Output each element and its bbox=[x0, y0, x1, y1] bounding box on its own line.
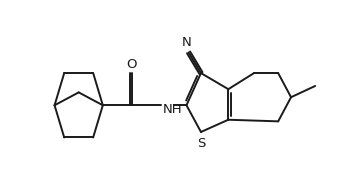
Text: N: N bbox=[182, 36, 192, 49]
Text: S: S bbox=[197, 137, 206, 150]
Text: NH: NH bbox=[162, 103, 182, 116]
Text: O: O bbox=[127, 58, 137, 70]
